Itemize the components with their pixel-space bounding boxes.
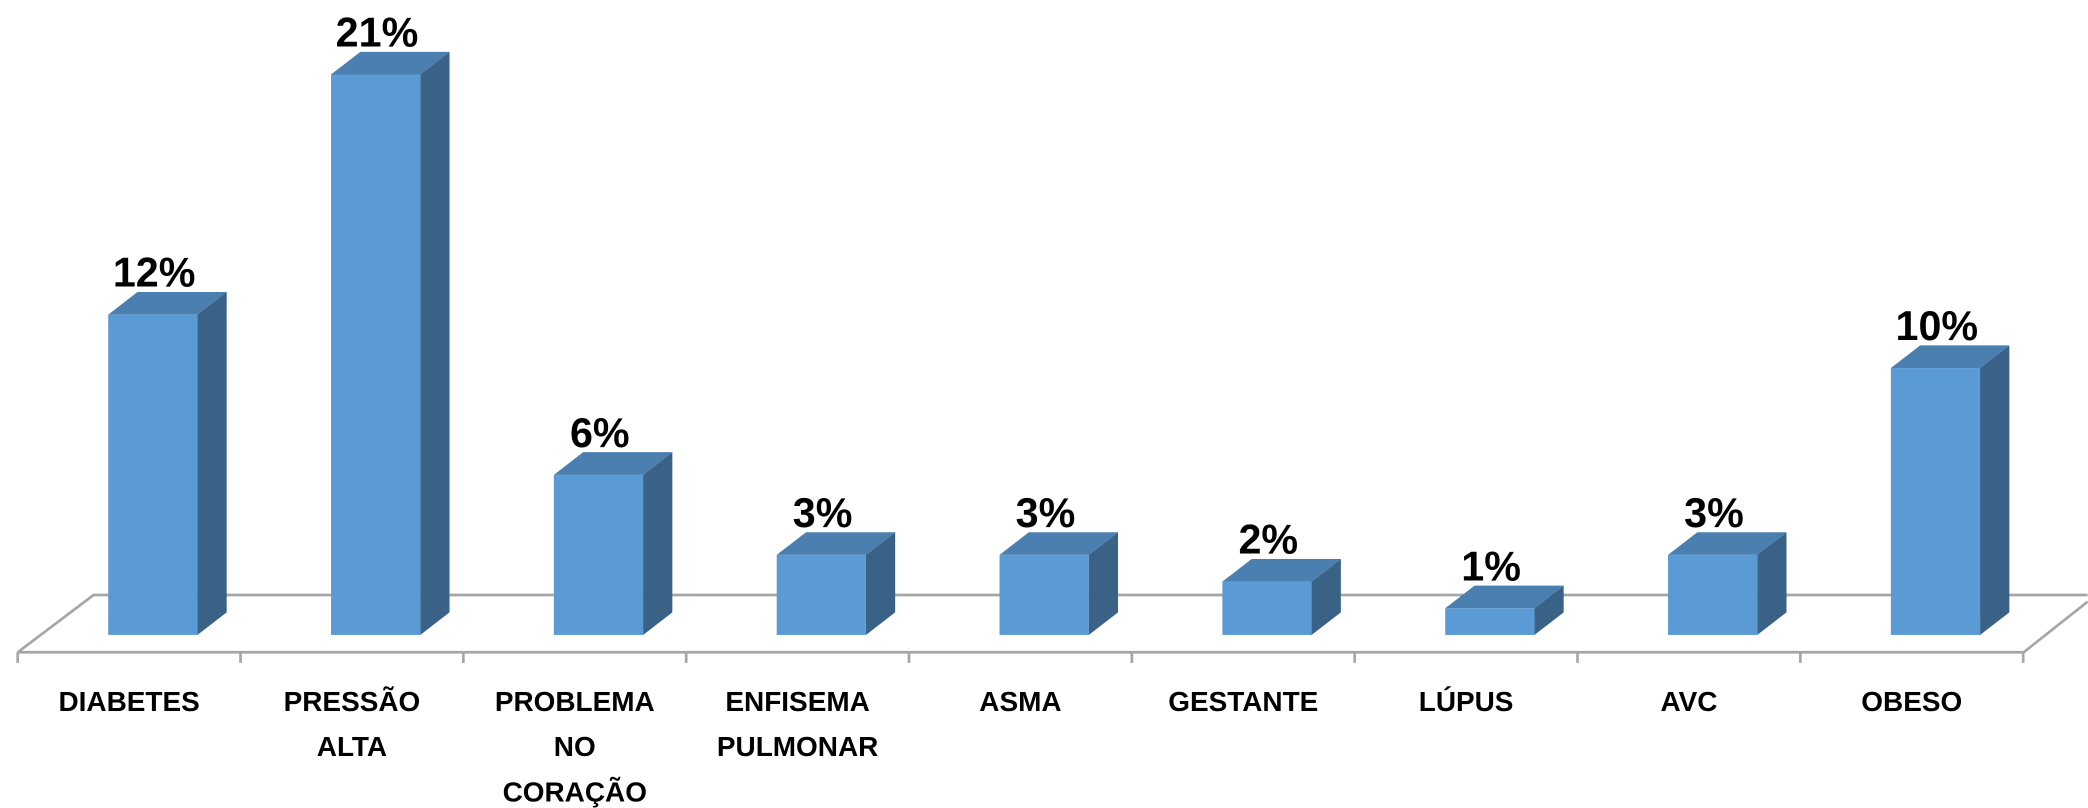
bar-side [1311,558,1341,635]
bar-top [108,292,227,315]
value-label: 12% [113,250,196,296]
value-label: 3% [793,490,853,536]
bar-front [108,314,198,635]
value-label: 2% [1238,517,1298,563]
bar [331,51,450,635]
bar-front [776,554,866,635]
bar-side [865,532,896,635]
value-label: 6% [570,410,630,456]
x-tick-label: LÚPUS [1419,686,1514,717]
bar-side [1534,585,1564,635]
bar-top [776,532,896,555]
x-tick-label: ENFISEMA PULMONAR [717,686,878,762]
bar [1890,345,2010,635]
bar-side [420,51,450,635]
floor-back-edge [16,593,2088,654]
bar-front [1222,581,1312,635]
bar [553,452,673,635]
bar [1445,585,1564,635]
value-label: 21% [336,10,419,56]
bar-top [1890,345,2010,369]
bar-side [1757,532,1787,635]
bar-top [553,452,673,475]
bar-side [1980,345,2010,635]
value-label: 1% [1461,543,1521,589]
bar-front [553,474,644,635]
x-tick-label: OBESO [1861,686,1962,717]
x-tick-label: PROBLEMA NO CORAÇÃO [495,686,655,808]
bar-front [1890,368,1981,635]
bar-top [999,532,1119,555]
bar-top [1445,585,1564,609]
bar-side [643,452,673,635]
value-label: 3% [1684,490,1744,536]
bar-front [1445,608,1535,635]
bar-top [331,51,450,75]
bar-top [1668,532,1787,555]
bar [999,532,1119,635]
bar-front [331,74,421,635]
bar [1668,532,1787,635]
value-label: 3% [1016,490,1076,536]
x-tick-label: PRESSÃO ALTA [284,686,421,762]
value-label: 10% [1896,303,1979,349]
bar [108,292,227,635]
bar-front [999,554,1089,635]
x-tick-label: ASMA [979,686,1061,717]
bar [776,532,896,635]
bar-top [1222,558,1341,582]
x-tick-label: GESTANTE [1168,686,1318,717]
bar [1222,558,1341,635]
bar-side [197,292,227,635]
bar-front [1668,554,1758,635]
x-tick-label: AVC [1660,686,1717,717]
x-tick-label: DIABETES [58,686,199,717]
bar-side [1088,532,1119,635]
